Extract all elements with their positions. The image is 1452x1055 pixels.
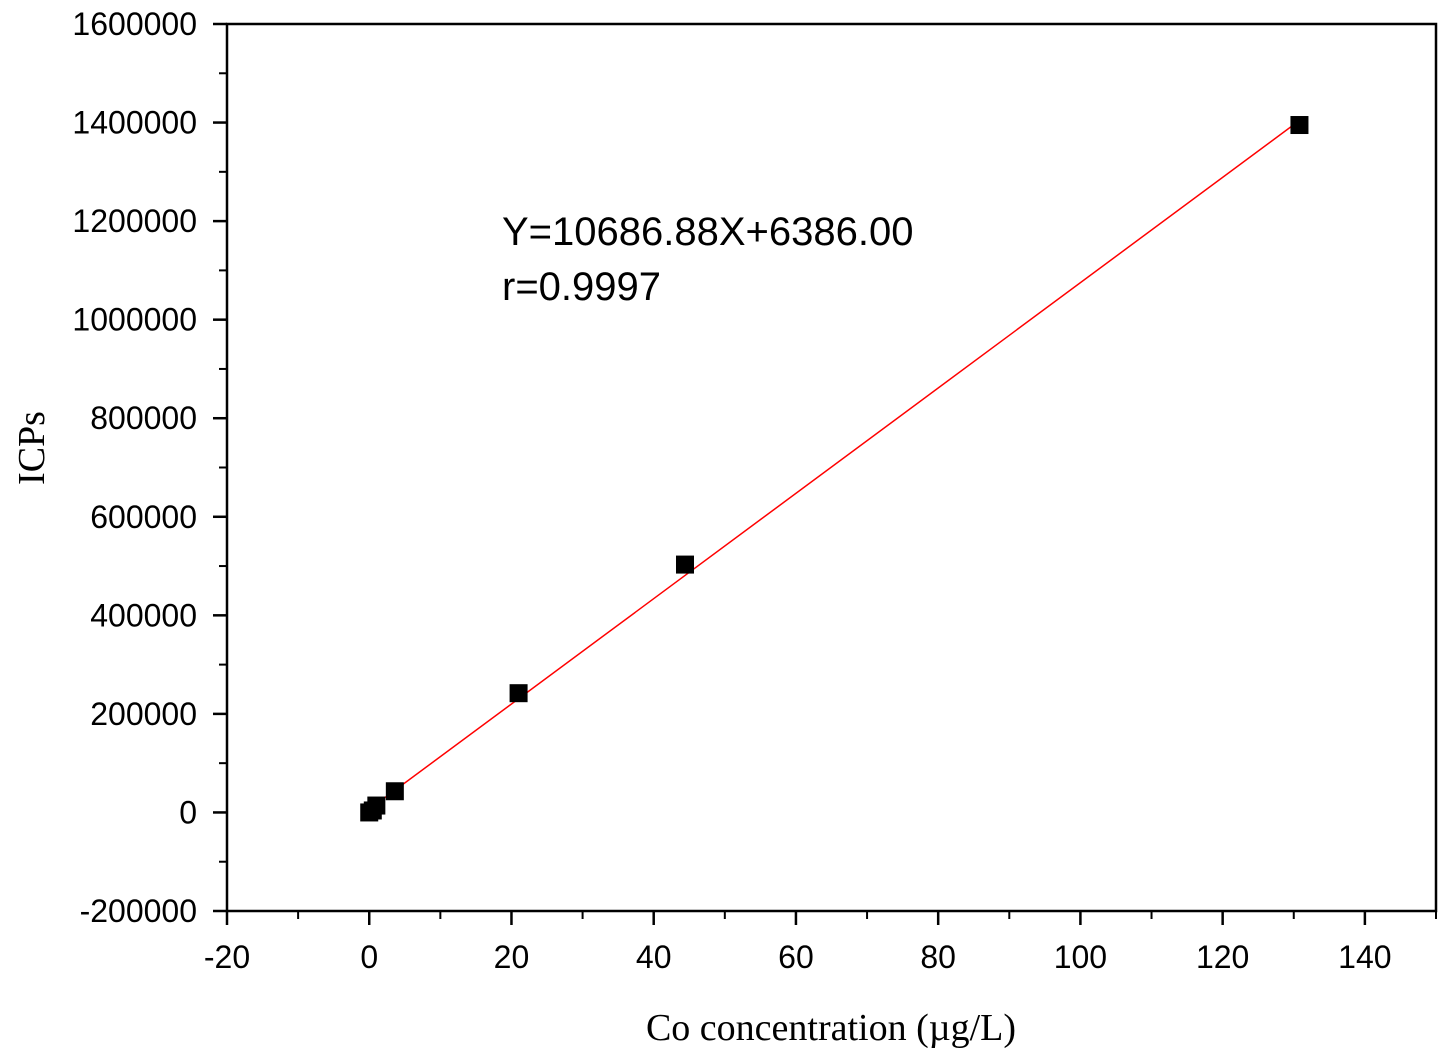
y-tick-label: 200000 xyxy=(90,696,197,732)
major-ticks xyxy=(213,22,1367,925)
y-tick-label: 800000 xyxy=(90,400,197,436)
y-axis-title: ICPs xyxy=(11,411,53,485)
x-tick-label: 20 xyxy=(494,939,530,975)
plot-frame xyxy=(225,22,1438,913)
y-tick-label: 400000 xyxy=(90,597,197,633)
minor-ticks xyxy=(219,72,1437,919)
y-tick-labels: -200000 0 200000 400000 600000 800000 1000000 1… xyxy=(72,6,197,929)
data-point xyxy=(1290,116,1309,135)
data-points xyxy=(360,116,1309,822)
data-point xyxy=(509,684,528,703)
x-tick-label: -20 xyxy=(204,939,250,975)
x-tick-labels: -20 0 20 40 60 80 100 120 140 xyxy=(204,939,1392,975)
y-tick-label: 0 xyxy=(179,794,197,830)
x-tick-label: 100 xyxy=(1054,939,1107,975)
y-tick-label: -200000 xyxy=(80,893,197,929)
x-tick-label: 40 xyxy=(636,939,672,975)
data-point xyxy=(385,782,404,801)
data-point xyxy=(675,555,694,574)
x-tick-label: 140 xyxy=(1338,939,1391,975)
y-tick-label: 600000 xyxy=(90,499,197,535)
y-tick-label: 1000000 xyxy=(72,302,197,338)
x-tick-label: 120 xyxy=(1196,939,1249,975)
y-tick-label: 1600000 xyxy=(72,6,197,42)
correlation-coefficient: r=0.9997 xyxy=(502,265,661,309)
x-axis-title: Co concentration (µg/L) xyxy=(646,1007,1016,1049)
y-tick-label: 1400000 xyxy=(72,105,197,141)
x-tick-label: 80 xyxy=(920,939,956,975)
y-tick-label: 1200000 xyxy=(72,203,197,239)
x-tick-label: 0 xyxy=(360,939,378,975)
x-tick-label: 60 xyxy=(778,939,814,975)
data-point xyxy=(367,796,386,815)
fit-equation: Y=10686.88X+6386.00 xyxy=(502,210,914,254)
